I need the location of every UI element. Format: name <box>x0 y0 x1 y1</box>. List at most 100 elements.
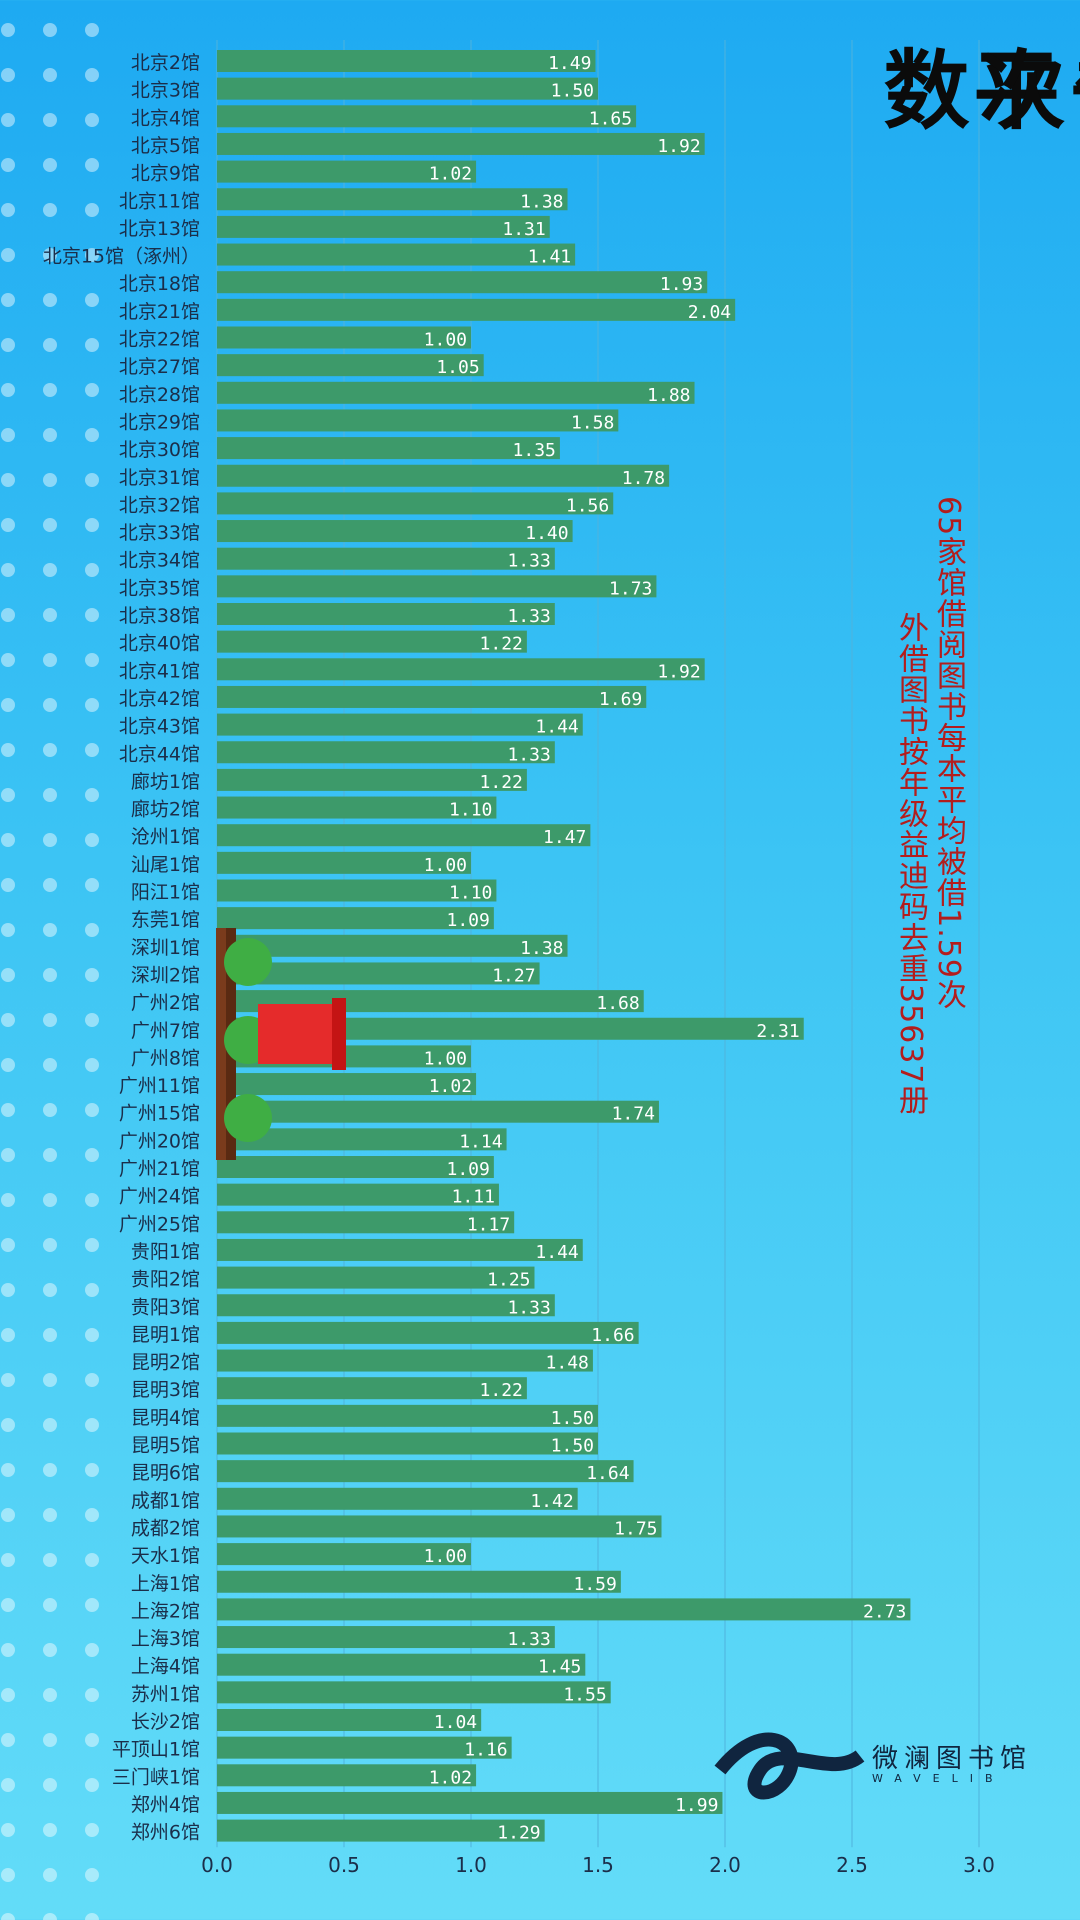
value-label: 1.93 <box>660 274 703 295</box>
category-label: 北京18馆 <box>119 273 200 295</box>
decorative-dot <box>85 1238 99 1252</box>
category-label: 北京9馆 <box>131 163 200 185</box>
decorative-dot <box>43 1778 57 1792</box>
decorative-dot <box>43 203 57 217</box>
value-label: 1.50 <box>551 81 594 102</box>
value-label: 1.69 <box>599 689 642 710</box>
category-label: 郑州4馆 <box>131 1794 200 1816</box>
x-tick-label: 0.5 <box>328 1853 360 1877</box>
decorative-dot <box>1 788 15 802</box>
decorative-dot <box>1 968 15 982</box>
category-label: 北京21馆 <box>119 301 200 323</box>
value-label: 1.66 <box>591 1325 634 1346</box>
value-label: 1.38 <box>520 938 563 959</box>
category-label: 昆明3馆 <box>131 1379 200 1401</box>
decorative-dot <box>43 1058 57 1072</box>
bar <box>217 1128 507 1151</box>
category-label: 北京44馆 <box>119 743 200 765</box>
category-label: 北京22馆 <box>119 329 200 351</box>
decorative-dot <box>1 698 15 712</box>
decorative-dot <box>85 1688 99 1702</box>
decorative-dot <box>1 743 15 757</box>
decorative-dot <box>85 1463 99 1477</box>
category-label: 上海4馆 <box>131 1656 200 1678</box>
value-label: 1.99 <box>675 1795 718 1816</box>
decorative-dot <box>1 833 15 847</box>
decorative-dot <box>85 23 99 37</box>
category-label: 阳江1馆 <box>131 882 200 904</box>
bar <box>217 520 573 543</box>
bar <box>217 1570 621 1593</box>
decorative-dot <box>1 1463 15 1477</box>
bar <box>217 603 555 625</box>
value-label: 1.42 <box>530 1491 573 1512</box>
value-label: 1.65 <box>589 108 632 129</box>
value-label: 2.31 <box>756 1021 799 1042</box>
value-label: 1.64 <box>586 1463 629 1484</box>
value-label: 1.33 <box>507 551 550 572</box>
decorative-dot <box>1 338 15 352</box>
decorative-dot <box>1 428 15 442</box>
value-label: 1.38 <box>520 191 563 212</box>
category-label: 昆明5馆 <box>131 1435 200 1457</box>
value-label: 1.59 <box>574 1574 617 1595</box>
subtitle-line-2: 外借图书按年级益迪码去重35637册 <box>893 612 928 1116</box>
decorative-dot <box>1 1553 15 1567</box>
bar <box>217 354 484 377</box>
value-label: 1.11 <box>452 1187 495 1208</box>
bar <box>217 1100 659 1123</box>
category-label: 苏州1馆 <box>131 1683 200 1705</box>
category-label: 广州24馆 <box>119 1186 200 1208</box>
title-line-1: 单月被借阅图书平 <box>958 45 1080 137</box>
category-label: 北京43馆 <box>119 716 200 738</box>
decorative-dot <box>43 743 57 757</box>
bar <box>217 1764 477 1787</box>
value-label: 1.35 <box>513 440 556 461</box>
category-label: 北京40馆 <box>119 633 200 655</box>
value-label: 1.58 <box>571 412 614 433</box>
category-label: 广州25馆 <box>119 1213 200 1235</box>
decorative-dot <box>1 1778 15 1792</box>
decorative-dot <box>1 1373 15 1387</box>
x-tick-label: 1.5 <box>582 1853 614 1877</box>
decorative-dot <box>43 383 57 397</box>
value-label: 1.05 <box>436 357 479 378</box>
decorative-dot <box>43 428 57 442</box>
bar <box>217 1073 477 1096</box>
decorative-dot <box>85 743 99 757</box>
category-label: 郑州6馆 <box>131 1822 200 1844</box>
decorative-dot <box>43 1733 57 1747</box>
category-label: 上海3馆 <box>131 1628 200 1650</box>
bar <box>217 879 497 902</box>
value-label: 1.16 <box>464 1740 507 1761</box>
value-label: 2.04 <box>688 302 731 323</box>
decorative-dot <box>43 1373 57 1387</box>
bar <box>217 1377 527 1400</box>
x-tick-label: 2.0 <box>709 1853 741 1877</box>
decorative-dot <box>43 833 57 847</box>
bar <box>217 381 695 404</box>
decorative-dot <box>85 473 99 487</box>
bar <box>217 1211 515 1234</box>
bar <box>217 1543 471 1566</box>
decorative-dot <box>85 788 99 802</box>
category-label: 广州8馆 <box>131 1047 200 1069</box>
category-label: 成都1馆 <box>131 1490 200 1512</box>
bar <box>217 243 576 266</box>
decorative-dot <box>1 878 15 892</box>
value-label: 1.55 <box>563 1684 606 1705</box>
bar <box>217 1791 723 1814</box>
value-label: 1.47 <box>543 827 586 848</box>
category-label: 廊坊2馆 <box>131 799 200 821</box>
bar <box>217 1515 662 1538</box>
category-label: 北京38馆 <box>119 605 200 627</box>
category-label: 北京27馆 <box>119 356 200 378</box>
decorative-dot <box>1 1058 15 1072</box>
decorative-dot <box>43 1598 57 1612</box>
decorative-dot <box>1 158 15 172</box>
bar <box>217 1626 555 1649</box>
value-label: 1.68 <box>596 993 639 1014</box>
bar <box>217 77 598 100</box>
bar <box>217 1404 598 1427</box>
x-tick-label: 2.5 <box>836 1853 868 1877</box>
